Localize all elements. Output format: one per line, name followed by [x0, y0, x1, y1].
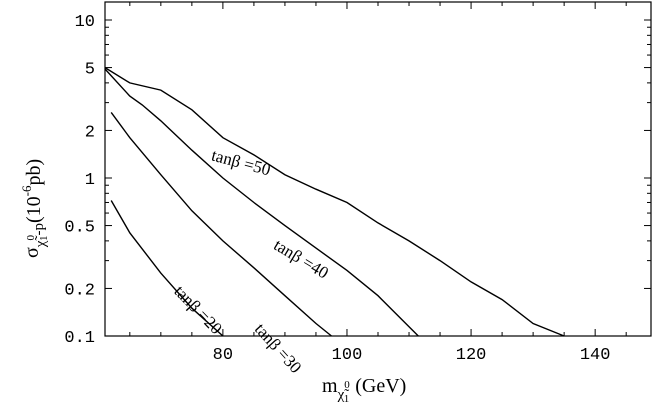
y-axis-label: σχ̃01-p(10-6pb)	[19, 159, 50, 258]
series-label: tanβ =20	[170, 282, 226, 339]
x-axis-label-unit: (GeV)	[355, 375, 406, 397]
y-tick-label: 0.5	[64, 219, 95, 238]
y-tick-label: 5	[85, 61, 95, 80]
x-tick-label: 80	[213, 346, 233, 365]
series-line	[104, 68, 419, 337]
x-tick-label: 100	[332, 346, 363, 365]
y-axis-label-main: σ	[21, 247, 43, 258]
axis-ticks: 80 100 120 140 0.1 0.2 0.5 1 2 5 10	[64, 2, 651, 365]
y-tick-label: 1	[85, 171, 95, 190]
y-axis-label-unit-exp: -6	[19, 185, 34, 196]
y-axis-label-unit-close: pb)	[23, 159, 45, 186]
x-axis-label-main: m	[322, 375, 338, 397]
y-tick-label: 10	[75, 13, 95, 32]
y-axis-label-sub-tail: -p	[31, 223, 47, 236]
x-axis-label: mχ̃0 1(GeV)	[322, 375, 406, 405]
y-axis-label-unit-open: (10	[23, 196, 45, 223]
y-tick-label: 2	[85, 123, 95, 142]
y-tick-label: 0.1	[64, 329, 95, 348]
x-tick-label: 120	[456, 346, 487, 365]
series-line	[110, 111, 332, 337]
x-axis-label-sub-sup: 0	[344, 379, 350, 391]
series-line	[110, 200, 224, 337]
y-axis-label-sub-sub: 1	[38, 236, 50, 242]
series-line	[104, 67, 565, 337]
curves	[104, 67, 565, 337]
y-tick-label: 0.2	[64, 281, 95, 300]
y-axis-label-sub-sup: 0	[25, 235, 37, 241]
x-axis-label-sub-sub: 1	[344, 393, 350, 405]
series-label: tanβ =40	[270, 235, 331, 282]
x-tick-label: 140	[580, 346, 611, 365]
series-label: tanβ =30	[251, 319, 305, 376]
